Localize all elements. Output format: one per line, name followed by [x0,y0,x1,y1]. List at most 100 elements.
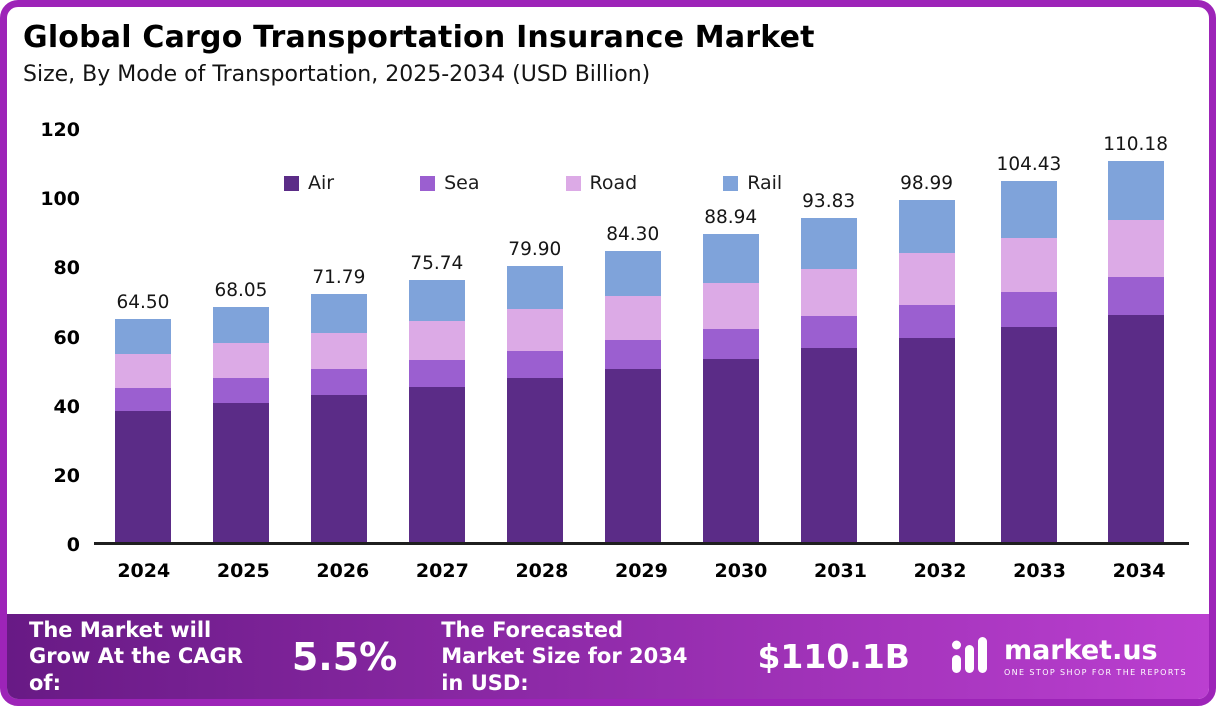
bar-segment-road [310,332,367,370]
x-axis-label: 2028 [515,560,569,582]
x-axis-label: 2030 [714,560,768,582]
bar-group: 79.90 [506,239,563,542]
bar-group: 88.94 [702,207,759,542]
bar-segment-road [604,296,661,340]
legend-label: Rail [747,172,783,194]
cagr-value: 5.5% [291,634,398,679]
bar-segment-air [212,402,269,542]
cagr-label: The Market will Grow At the CAGR of: [29,618,243,695]
stacked-bar [702,234,759,542]
y-tick-label: 100 [40,188,80,211]
bar-total-label: 98.99 [900,172,954,194]
bar-segment-rail [1000,180,1057,238]
x-axis-label: 2029 [614,560,668,582]
bar-segment-sea [1107,277,1164,316]
bar-segment-rail [506,265,563,310]
bar-total-label: 84.30 [606,223,660,245]
bar-segment-sea [212,378,269,403]
bar-segment-sea [1000,291,1057,327]
legend-swatch-icon [723,175,739,191]
bar-group: 98.99 [898,172,955,542]
bar-group: 110.18 [1103,134,1168,542]
brand-logo: market.us ONE STOP SHOP FOR THE REPORTS [946,631,1187,683]
bar-total-label: 110.18 [1103,133,1168,155]
bar-segment-sea [604,339,661,370]
y-tick-label: 60 [53,326,80,349]
x-axis-label: 2024 [117,560,171,582]
x-axis-label: 2027 [415,560,469,582]
bar-segment-air [310,395,367,542]
stacked-bar [212,306,269,542]
stacked-bar [800,217,857,542]
bar-segment-road [114,353,171,389]
bar-group: 93.83 [800,190,857,542]
bar-total-label: 64.50 [116,291,170,313]
bar-segment-rail [1107,160,1164,221]
bar-segment-air [408,387,465,542]
legend-swatch-icon [420,175,436,191]
forecast-label: The Forecasted Market Size for 2034 in U… [441,618,688,695]
bar-segment-road [898,253,955,305]
legend-item-road: Road [565,172,637,194]
bar-segment-rail [212,306,269,344]
y-tick-label: 40 [53,395,80,418]
bar-segment-rail [898,199,955,254]
brand-icon [946,631,994,683]
stacked-bar [114,318,171,542]
legend-item-rail: Rail [723,172,782,194]
stacked-bar [408,280,465,542]
bar-segment-sea [898,304,955,338]
bar-total-label: 88.94 [704,207,758,229]
x-axis-label: 2031 [814,560,867,582]
x-axis-label: 2032 [913,560,967,582]
bar-segment-rail [310,293,367,333]
bar-segment-air [898,337,955,542]
stacked-bar [310,293,367,542]
y-tick-label: 80 [53,257,80,280]
chart-title: Global Cargo Transportation Insurance Ma… [23,20,815,55]
bar-total-label: 104.43 [996,153,1062,175]
bar-segment-air [1000,326,1057,542]
chart-header: Global Cargo Transportation Insurance Ma… [23,20,1193,87]
legend-label: Sea [444,172,480,194]
bar-segment-road [702,282,759,329]
y-tick-label: 0 [66,534,80,556]
bar-total-label: 68.05 [214,279,268,301]
x-axis-label: 2026 [316,560,370,582]
bar-segment-air [800,348,857,542]
bar-segment-road [1107,220,1164,278]
chart-subtitle: Size, By Mode of Transportation, 2025-20… [23,61,651,87]
bar-group: 84.30 [604,223,661,542]
bar-segment-rail [800,217,857,269]
brand-text: market.us ONE STOP SHOP FOR THE REPORTS [1004,637,1187,677]
bar-segment-sea [506,350,563,379]
x-axis-label: 2033 [1013,560,1066,582]
plot-area: Air Sea Road Rail 64.50 68.05 71.79 75.74 79.90… [94,130,1189,545]
bar-group: 104.43 [996,153,1062,542]
legend-swatch-icon [284,175,299,191]
chart-area: 0 20 40 60 80 100 120 Air Sea Road Rail 64.50 68.0… [17,119,1189,556]
bar-total-label: 71.79 [312,266,366,288]
bar-segment-rail [702,234,759,283]
legend: Air Sea Road Rail [284,172,782,194]
bar-total-label: 93.83 [802,190,856,212]
bar-segment-sea [310,369,367,396]
legend-item-sea: Sea [420,172,480,194]
bar-segment-air [114,410,171,542]
y-tick-label: 120 [40,119,80,141]
bar-segment-rail [114,318,171,354]
y-tick-label: 20 [53,464,80,487]
x-axis: 2024 2025 2026 2027 2028 2029 2030 2031 2032 2033… [94,560,1189,582]
bar-segment-road [408,321,465,361]
stacked-bar [1107,160,1164,542]
stacked-bar [506,265,563,542]
legend-item-air: Air [284,172,334,194]
forecast-value: $110.1B [757,637,910,676]
bar-group: 71.79 [310,266,367,542]
bar-total-label: 75.74 [410,253,464,275]
bar-group: 75.74 [408,253,465,542]
legend-label: Air [308,172,335,194]
bar-group: 68.05 [212,279,269,542]
bar-segment-sea [702,328,759,359]
